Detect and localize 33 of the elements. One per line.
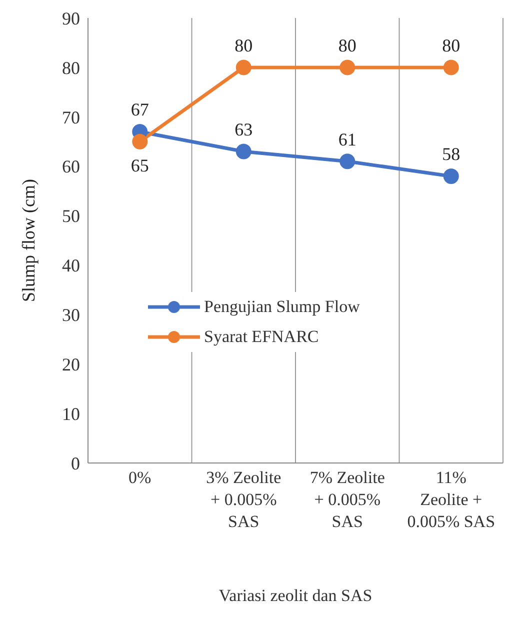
y-tick-label: 30 [62, 305, 80, 326]
point [340, 60, 356, 76]
data-label: 67 [130, 100, 149, 120]
x-tick-label: 11% Zeolite + 0.005% SAS [407, 468, 496, 531]
point [340, 154, 356, 170]
y-tick-label: 10 [62, 404, 80, 424]
data-label: 80 [338, 35, 356, 56]
point [236, 144, 252, 160]
y-tick-label: 50 [62, 206, 80, 226]
x-tick-label: 7% Zeolite + 0.005% SAS [310, 468, 385, 531]
y-tick-label: 60 [62, 156, 80, 177]
data-label: 63 [234, 120, 253, 140]
point [132, 134, 148, 150]
y-tick-label: 20 [62, 354, 80, 374]
y-tick-label: 90 [62, 8, 80, 28]
data-label: 61 [338, 129, 356, 150]
y-tick-label: 80 [62, 58, 80, 78]
point [443, 60, 459, 76]
legend-label: Pengujian Slump Flow [204, 297, 360, 317]
y-axis-title: Slump flow (cm) [18, 179, 38, 302]
data-label: 80 [442, 35, 460, 56]
data-label: 65 [130, 156, 149, 176]
x-axis-title: Variasi zeolit dan SAS [218, 586, 372, 605]
legend-label: Syarat EFNARC [204, 327, 319, 347]
data-label: 80 [234, 35, 253, 56]
x-tick-label: 0% [128, 468, 152, 487]
point [236, 60, 252, 76]
x-tick-label: 3% Zeolite + 0.005% SAS [206, 468, 282, 531]
point [443, 168, 459, 184]
y-tick-label: 0 [71, 453, 80, 474]
y-tick-label: 70 [62, 107, 80, 128]
y-tick-label: 40 [62, 256, 80, 276]
data-label: 58 [442, 144, 460, 164]
